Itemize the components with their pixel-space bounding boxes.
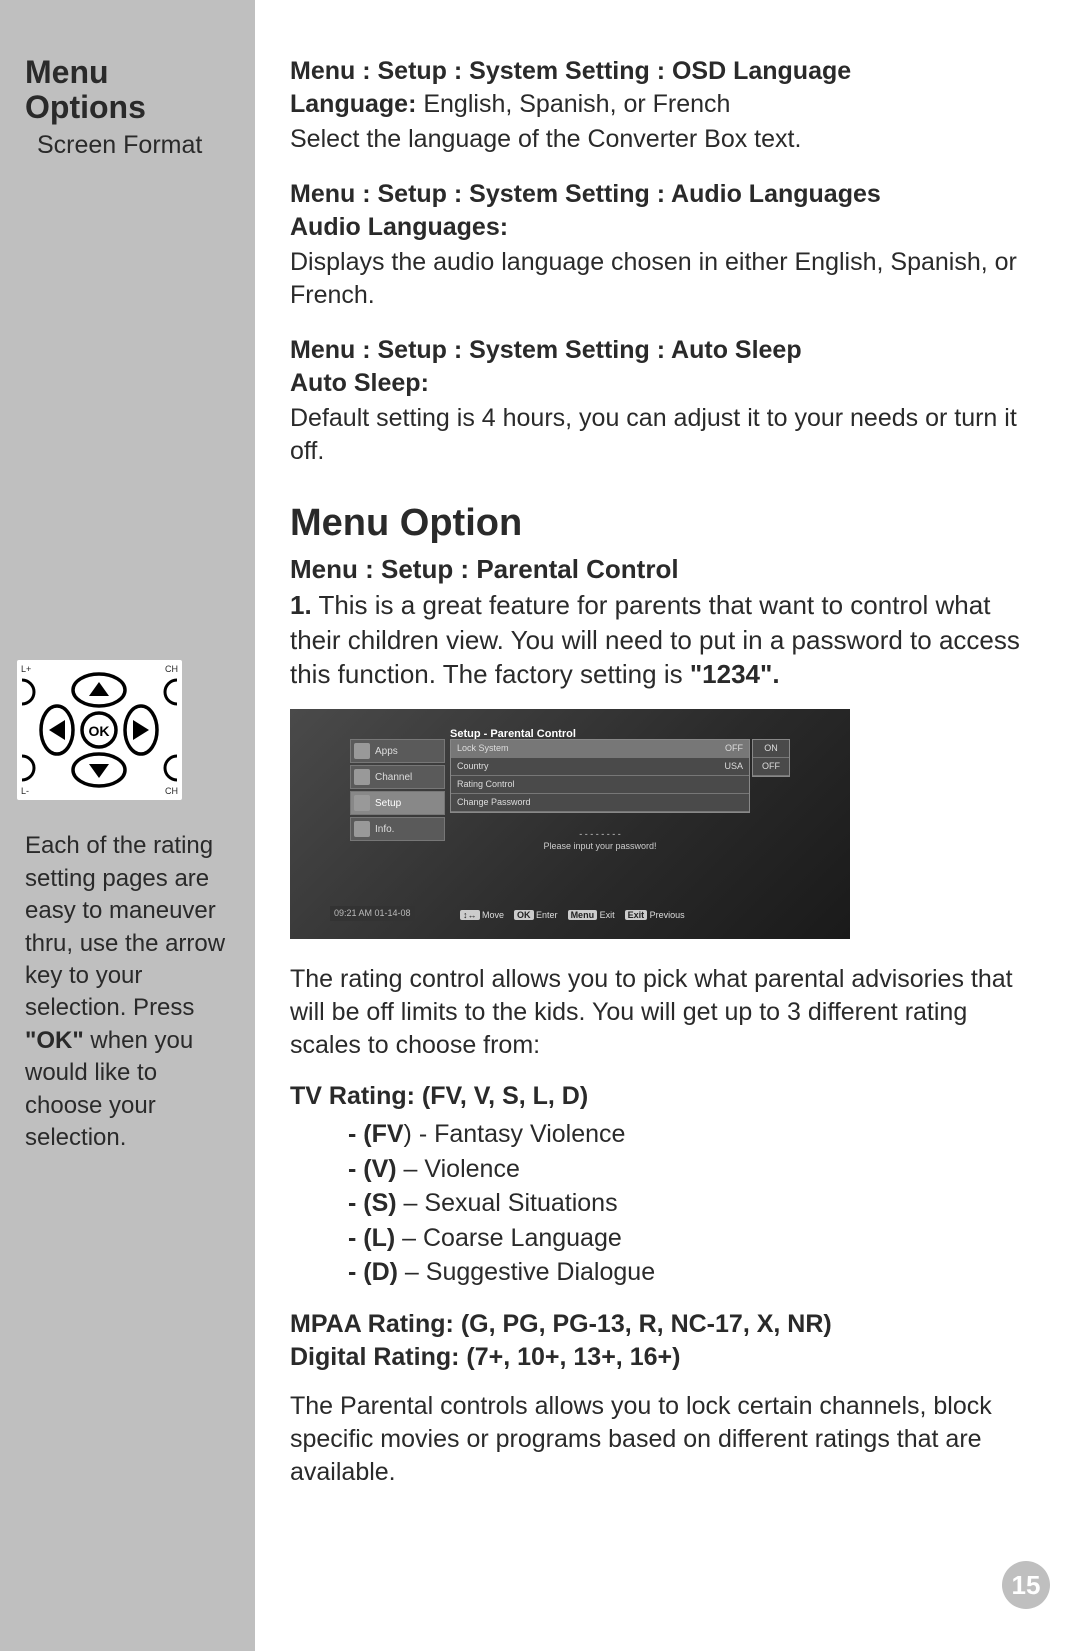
- osd-key-icon: ↕↔: [460, 910, 480, 920]
- label-audio-languages: Audio Languages:: [290, 211, 1025, 244]
- step-body-pre: This is a great feature for parents that…: [290, 590, 1020, 689]
- osd-main-panel: Lock System OFF Country USA Rating Control…: [450, 739, 750, 813]
- osd-tab-label: Setup: [375, 797, 401, 810]
- hint-exit: Exit: [600, 910, 615, 920]
- osd-row-label: Rating Control: [457, 779, 515, 791]
- rating-sep: –: [397, 1189, 425, 1217]
- rating-item: - (D) – Suggestive Dialogue: [348, 1255, 1025, 1290]
- mpaa-rating-heading: MPAA Rating: (G, PG, PG-13, R, NC-17, X,…: [290, 1308, 1025, 1341]
- osd-right-cell: OFF: [753, 758, 789, 776]
- rating-code: - (S): [348, 1189, 397, 1217]
- digital-rating-heading: Digital Rating: (7+, 10+, 13+, 16+): [290, 1341, 1025, 1374]
- sidebar-helper-text: Each of the rating setting pages are eas…: [25, 830, 235, 1154]
- osd-prompt-dots: - - - - - - - -: [510, 829, 690, 841]
- rating-sep: –: [397, 1155, 425, 1183]
- osd-row: Rating Control: [451, 776, 749, 794]
- osd-tab-label: Channel: [375, 771, 412, 784]
- rating-item: - (S) – Sexual Situations: [348, 1186, 1025, 1221]
- osd-row-label: Country: [457, 761, 489, 773]
- osd-hint-bar: ↕↔ Move OK Enter Menu Exit Exit Previous: [460, 910, 685, 922]
- osd-tab-apps: Apps: [350, 739, 445, 763]
- osd-tab-setup: Setup: [350, 791, 445, 815]
- section-auto-sleep: Menu : Setup : System Setting : Auto Sle…: [290, 334, 1025, 468]
- osd-prompt-text: Please input your password!: [510, 841, 690, 853]
- dpad-illustration: L+ CH L- CH OK: [17, 660, 182, 800]
- line-language: Language: English, Spanish, or French: [290, 88, 1025, 121]
- osd-timestamp: 09:21 AM 01-14-08: [330, 906, 415, 922]
- path-parental-control: Menu : Setup : Parental Control: [290, 552, 1025, 586]
- osd-right-cell: ON: [753, 740, 789, 758]
- osd-sidebar: Apps Channel Setup Info.: [350, 739, 445, 843]
- value-language: English, Spanish, or French: [416, 90, 730, 118]
- dpad-label-tl: L+: [21, 664, 31, 674]
- sidebar-helper-pre: Each of the rating setting pages are eas…: [25, 832, 225, 1021]
- osd-tab-info: Info.: [350, 817, 445, 841]
- rating-sep: –: [395, 1224, 423, 1252]
- osd-row: Lock System OFF: [451, 740, 749, 758]
- rating-intro: The rating control allows you to pick wh…: [290, 963, 1025, 1062]
- osd-row-label: Change Password: [457, 797, 531, 809]
- dpad-ok-label: OK: [89, 723, 110, 739]
- path-auto-sleep: Menu : Setup : System Setting : Auto Sle…: [290, 334, 1025, 367]
- dpad-icon: OK: [17, 660, 182, 800]
- osd-row-value: USA: [724, 761, 743, 773]
- hint-move: Move: [482, 910, 504, 920]
- dpad-label-bl: L-: [21, 786, 29, 796]
- rating-item: - (L) – Coarse Language: [348, 1221, 1025, 1256]
- osd-right-column: ON OFF: [752, 739, 790, 777]
- body-audio-languages: Displays the audio language chosen in ei…: [290, 246, 1025, 312]
- tv-rating-list: - (FV) - Fantasy Violence - (V) – Violen…: [348, 1117, 1025, 1290]
- osd-key-icon: OK: [514, 910, 534, 920]
- osd-password-prompt: - - - - - - - - Please input your passwo…: [510, 829, 690, 852]
- osd-row-value: OFF: [725, 743, 743, 755]
- rating-code: - (FV: [348, 1120, 404, 1148]
- hint-enter: Enter: [536, 910, 558, 920]
- rating-sep: ) -: [404, 1120, 435, 1148]
- hint-previous: Previous: [650, 910, 685, 920]
- rating-desc: Violence: [424, 1155, 519, 1183]
- step-number: 1.: [290, 590, 312, 620]
- dpad-label-br: CH: [165, 786, 178, 796]
- step-body-bold: "1234".: [690, 659, 780, 689]
- path-osd-language: Menu : Setup : System Setting : OSD Lang…: [290, 55, 1025, 88]
- rating-code: - (D): [348, 1258, 398, 1286]
- osd-screenshot: Setup - Parental Control Apps Channel Se…: [290, 709, 850, 939]
- rating-code: - (L): [348, 1224, 395, 1252]
- rating-code: - (V): [348, 1155, 397, 1183]
- tv-rating-heading: TV Rating: (FV, V, S, L, D): [290, 1080, 1025, 1113]
- osd-key-icon: Exit: [625, 910, 648, 920]
- osd-tab-label: Apps: [375, 745, 398, 758]
- body-osd-language: Select the language of the Converter Box…: [290, 123, 1025, 156]
- rating-item: - (FV) - Fantasy Violence: [348, 1117, 1025, 1152]
- section-audio-languages: Menu : Setup : System Setting : Audio La…: [290, 178, 1025, 312]
- rating-desc: Suggestive Dialogue: [426, 1258, 655, 1286]
- osd-row: Change Password: [451, 794, 749, 812]
- osd-tab-channel: Channel: [350, 765, 445, 789]
- rating-item: - (V) – Violence: [348, 1152, 1025, 1187]
- closing-paragraph: The Parental controls allows you to lock…: [290, 1390, 1025, 1489]
- osd-tab-label: Info.: [375, 823, 394, 836]
- sidebar: Menu Options Screen Format L+ CH L- CH O…: [0, 0, 255, 1651]
- sidebar-helper-bold: "OK": [25, 1027, 84, 1054]
- body-auto-sleep: Default setting is 4 hours, you can adju…: [290, 402, 1025, 468]
- rating-sep: –: [398, 1258, 426, 1286]
- parental-control-step: 1. This is a great feature for parents t…: [290, 588, 1025, 691]
- main-content: Menu : Setup : System Setting : OSD Lang…: [255, 0, 1080, 1651]
- path-audio-languages: Menu : Setup : System Setting : Audio La…: [290, 178, 1025, 211]
- page-number-badge: 15: [1002, 1561, 1050, 1609]
- rating-desc: Fantasy Violence: [434, 1120, 625, 1148]
- label-auto-sleep: Auto Sleep:: [290, 367, 1025, 400]
- sidebar-title: Menu Options: [25, 55, 235, 125]
- label-language: Language:: [290, 90, 416, 118]
- rating-desc: Coarse Language: [423, 1224, 622, 1252]
- osd-key-icon: Menu: [568, 910, 598, 920]
- osd-row: Country USA: [451, 758, 749, 776]
- heading-menu-option: Menu Option: [290, 498, 1025, 548]
- rating-desc: Sexual Situations: [424, 1189, 617, 1217]
- osd-row-label: Lock System: [457, 743, 509, 755]
- dpad-label-tr: CH: [165, 664, 178, 674]
- sidebar-subtitle: Screen Format: [37, 131, 235, 160]
- section-osd-language: Menu : Setup : System Setting : OSD Lang…: [290, 55, 1025, 156]
